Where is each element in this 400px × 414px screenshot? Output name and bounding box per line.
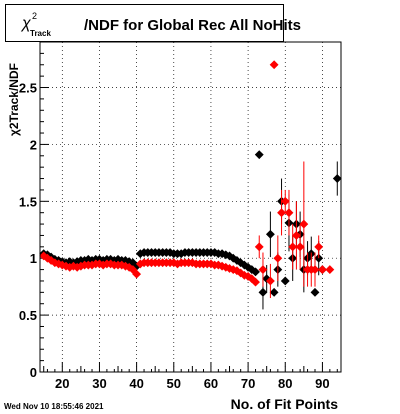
x-tick-label: 50 — [167, 376, 181, 391]
data-point — [258, 287, 268, 297]
y-tick-label: 0 — [30, 365, 37, 380]
data-point — [228, 253, 238, 263]
timestamp: Wed Nov 10 18:55:46 2021 — [4, 402, 104, 411]
axis-ticks: 20 30 40 50 60 70 80 90 0 0.5 1 1.5 2 2.5 — [19, 41, 342, 391]
data-point — [251, 277, 260, 287]
data-point — [225, 251, 234, 261]
data-point — [251, 267, 260, 277]
chart-title: /NDF for Global Rec All NoHits — [84, 17, 301, 34]
y-tick-label: 2.5 — [19, 81, 37, 96]
data-point — [332, 174, 342, 183]
y-tick-label: 1.5 — [19, 194, 37, 209]
x-tick-label: 40 — [129, 376, 143, 391]
title-superscript: 2 — [32, 11, 38, 21]
data-point — [265, 276, 275, 286]
y-axis-label-text: χ2Track/NDF — [7, 63, 21, 136]
data-point — [236, 258, 246, 268]
data-point — [262, 274, 272, 284]
chart-title-box: χ 2 Track /NDF for Global Rec All NoHits — [5, 4, 301, 42]
title-subscript: Track — [30, 29, 51, 38]
data-point — [243, 271, 253, 281]
data-point — [254, 242, 264, 252]
data-point — [269, 60, 279, 70]
y-tick-label: 0.5 — [19, 308, 37, 323]
x-tick-label: 70 — [241, 376, 255, 391]
data-point — [288, 242, 298, 252]
data-point — [284, 208, 294, 218]
y-axis-label: χ2Track/NDF — [7, 63, 21, 136]
data-point — [265, 229, 275, 239]
y-tick-label: 2 — [30, 137, 37, 152]
data-point — [232, 266, 242, 276]
data-point — [269, 287, 279, 297]
x-axis-label: No. of Fit Points — [230, 396, 338, 412]
y-tick-label: 1 — [30, 251, 37, 266]
data-point — [43, 253, 52, 263]
data-point — [273, 253, 283, 263]
data-point — [232, 256, 242, 265]
data-point — [280, 276, 290, 286]
data-points — [39, 60, 342, 310]
data-point — [132, 269, 142, 279]
data-point — [314, 242, 324, 252]
x-tick-label: 90 — [315, 376, 329, 391]
data-point — [295, 242, 305, 252]
x-tick-label: 30 — [92, 376, 106, 391]
data-point — [299, 219, 309, 229]
data-point — [325, 265, 335, 275]
series-1 — [39, 60, 335, 299]
data-point — [317, 265, 327, 275]
data-point — [310, 287, 320, 297]
x-tick-label: 20 — [55, 376, 69, 391]
data-point — [236, 268, 246, 278]
data-point — [310, 265, 320, 275]
data-point — [280, 196, 290, 206]
data-point — [254, 150, 264, 160]
plot-frame — [39, 41, 342, 373]
data-point — [291, 231, 301, 240]
data-point — [314, 253, 324, 263]
data-point — [46, 256, 56, 265]
title-chi-symbol: χ — [22, 15, 31, 32]
x-tick-label: 60 — [204, 376, 218, 391]
data-point — [277, 208, 286, 218]
x-tick-label: 80 — [278, 376, 292, 391]
data-point — [258, 265, 268, 275]
grid-lines — [40, 42, 341, 373]
